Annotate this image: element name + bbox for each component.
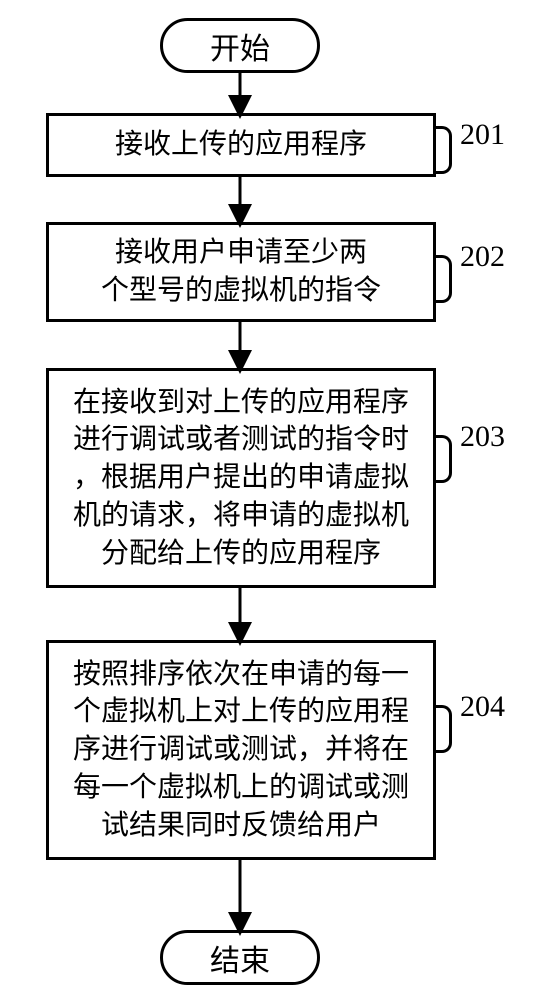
process-step-204-text: 按照排序依次在申请的每一个虚拟机上对上传的应用程序进行调试或测试，并将在每一个虚… — [73, 656, 409, 845]
step-label-202: 202 — [460, 240, 505, 274]
terminal-start-label: 开始 — [210, 24, 270, 68]
bracket-icon — [436, 255, 452, 303]
bracket-icon — [436, 435, 452, 483]
step-label-201: 201 — [460, 118, 505, 152]
process-step-204: 按照排序依次在申请的每一个虚拟机上对上传的应用程序进行调试或测试，并将在每一个虚… — [46, 640, 436, 860]
step-label-203: 203 — [460, 420, 505, 454]
process-step-202: 接收用户申请至少两个型号的虚拟机的指令 — [46, 222, 436, 322]
terminal-start: 开始 — [160, 18, 320, 73]
process-step-201-text: 接收上传的应用程序 — [115, 126, 367, 164]
process-step-203: 在接收到对上传的应用程序进行调试或者测试的指令时，根据用户提出的申请虚拟机的请求… — [46, 368, 436, 588]
bracket-icon — [436, 705, 452, 753]
process-step-201: 接收上传的应用程序 — [46, 113, 436, 177]
terminal-end-label: 结束 — [210, 936, 270, 980]
step-label-204: 204 — [460, 690, 505, 724]
terminal-end: 结束 — [160, 930, 320, 985]
process-step-202-text: 接收用户申请至少两个型号的虚拟机的指令 — [101, 234, 381, 310]
flowchart-canvas: 开始 接收上传的应用程序 接收用户申请至少两个型号的虚拟机的指令 在接收到对上传… — [0, 0, 541, 1000]
process-step-203-text: 在接收到对上传的应用程序进行调试或者测试的指令时，根据用户提出的申请虚拟机的请求… — [73, 384, 409, 573]
bracket-icon — [436, 126, 452, 174]
